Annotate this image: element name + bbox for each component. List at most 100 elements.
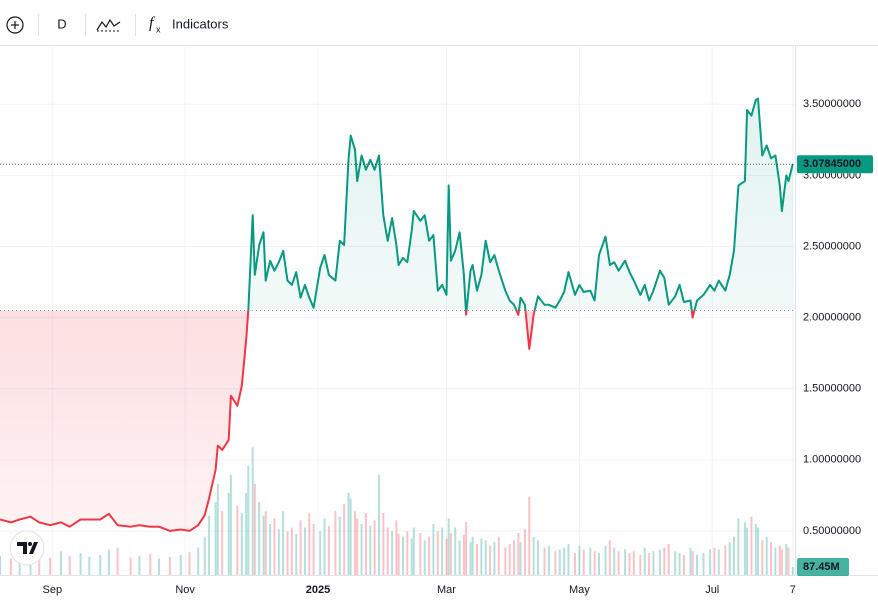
volume-bar	[493, 542, 496, 575]
volume-bar	[253, 483, 256, 575]
volume-bar	[458, 540, 461, 575]
volume-bar	[508, 544, 511, 575]
volume-bar	[116, 547, 119, 575]
volume-bar	[504, 547, 507, 575]
x-tick-label: Jul	[705, 584, 719, 596]
last-price-tag	[797, 155, 873, 174]
volume-bar	[401, 536, 404, 575]
volume-bar	[319, 531, 322, 575]
volume-bar	[327, 525, 330, 575]
volume-bar	[728, 542, 731, 575]
volume-bar	[9, 558, 12, 575]
volume-bar	[750, 516, 753, 575]
volume-bar	[88, 556, 91, 575]
volume-bar	[441, 527, 444, 575]
volume-bar	[290, 527, 293, 575]
volume-bar	[702, 553, 705, 575]
volume-bar	[465, 522, 468, 575]
volume-bar	[432, 523, 435, 575]
volume-bar	[523, 529, 526, 575]
volume-bar	[639, 554, 642, 575]
volume-bar	[648, 553, 651, 575]
volume-bar	[303, 527, 306, 575]
volume-bar	[674, 551, 677, 575]
x-tick-label: Sep	[42, 584, 62, 596]
volume-bar	[286, 531, 289, 575]
volume-bar	[203, 536, 206, 575]
volume-bar	[628, 553, 631, 575]
fx-icon: f	[149, 15, 156, 32]
indicators-button[interactable]: f x Indicators	[149, 15, 229, 35]
volume-bar	[208, 515, 211, 575]
x-tick-label: May	[569, 584, 590, 596]
volume-bar	[68, 555, 71, 575]
volume-bar	[658, 549, 661, 575]
chart-type-button[interactable]	[96, 18, 121, 32]
logo	[9, 530, 45, 566]
volume-bar	[412, 527, 415, 575]
volume-bar	[129, 557, 132, 575]
add-symbol-button[interactable]	[6, 16, 24, 34]
volume-bar	[695, 554, 698, 575]
volume-bar	[282, 511, 285, 575]
volume-bar	[774, 547, 777, 575]
volume-bar	[746, 527, 749, 575]
volume-bar	[484, 540, 487, 575]
volume-bar	[532, 536, 535, 575]
volume-bar	[245, 492, 248, 575]
volume-bar	[49, 557, 52, 575]
volume-bar	[787, 547, 790, 575]
volume-bar	[364, 513, 367, 575]
volume-bar	[343, 503, 346, 575]
volume-bar	[38, 554, 41, 575]
volume-bar	[462, 534, 465, 575]
volume-bar	[765, 536, 768, 575]
interval-button[interactable]: D	[57, 16, 66, 31]
volume-bar	[334, 511, 337, 575]
volume-bar	[158, 558, 160, 575]
volume-bar	[262, 515, 265, 575]
volume-bar	[663, 547, 666, 575]
volume-bar	[323, 518, 326, 575]
volume-bar	[617, 551, 620, 575]
volume-bar	[513, 540, 516, 575]
volume-bar	[423, 540, 426, 575]
volume-bar	[197, 547, 200, 575]
volume-bar	[737, 518, 740, 575]
volume-bar	[597, 553, 600, 575]
plot	[0, 97, 795, 532]
volume-bar	[247, 465, 250, 575]
volume-bar	[59, 551, 62, 575]
volume-bar	[469, 542, 472, 575]
volume-bar	[338, 516, 341, 575]
volume-bar	[395, 520, 398, 575]
volume-bar	[312, 523, 315, 575]
volume-bar	[713, 547, 716, 575]
volume-bar	[543, 547, 546, 575]
volume-bar	[613, 547, 616, 575]
volume-bar	[632, 551, 635, 575]
volume-bar	[743, 522, 746, 575]
y-tick-label: 1.00000000	[803, 454, 861, 466]
x-tick-label: 2025	[306, 584, 330, 596]
volume-bar	[608, 540, 611, 575]
volume-bar	[229, 474, 232, 575]
volume-bar	[216, 483, 219, 575]
indicators-label[interactable]: Indicators	[172, 16, 229, 31]
volume-bar	[754, 523, 757, 575]
volume-bar	[476, 544, 478, 575]
volume-bar	[354, 511, 357, 575]
toolbar: D f x Indicators	[0, 14, 878, 46]
volume-bar	[497, 536, 500, 575]
y-tick-label: 1.50000000	[803, 383, 861, 395]
volume-bar	[756, 527, 759, 575]
volume-bar	[682, 554, 685, 575]
x-tick-label: Mar	[437, 584, 456, 596]
volume-bar	[554, 551, 557, 575]
price-line	[0, 97, 794, 532]
volume-bar	[582, 549, 585, 575]
y-tick-label: 3.50000000	[803, 98, 861, 110]
volume-bar	[369, 525, 372, 575]
volume-bar	[377, 474, 380, 575]
